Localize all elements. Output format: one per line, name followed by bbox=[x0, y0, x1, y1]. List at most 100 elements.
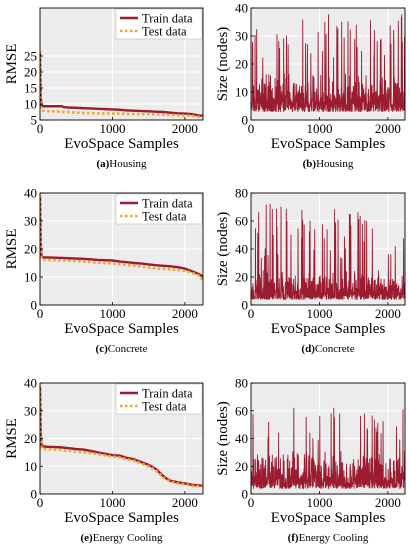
panel-caption: (d)Concrete bbox=[301, 343, 354, 355]
x-tick-label: 2000 bbox=[375, 306, 401, 321]
y-tick-label: 20 bbox=[24, 431, 37, 446]
panel-caption-text: Housing bbox=[109, 158, 147, 170]
x-tick-label: 2000 bbox=[172, 306, 198, 321]
series-line-test-data bbox=[40, 385, 203, 488]
panel-label: (e) bbox=[81, 532, 94, 544]
panel-label: (d) bbox=[301, 343, 315, 355]
y-tick-label: 10 bbox=[235, 85, 248, 100]
panel-caption: (c)Concrete bbox=[96, 343, 148, 355]
panel-label: (c) bbox=[96, 343, 109, 355]
legend-entry: Train data bbox=[142, 197, 193, 211]
x-tick-label: 1000 bbox=[99, 121, 125, 136]
y-tick-label: 0 bbox=[242, 487, 249, 502]
y-axis-label: Size (nodes) bbox=[215, 212, 231, 287]
plot-frame bbox=[39, 7, 204, 121]
panel-label: (a) bbox=[96, 158, 109, 170]
y-tick-label: 20 bbox=[235, 270, 248, 285]
x-axis-label: EvoSpace Samples bbox=[271, 136, 386, 152]
series-line-train-data bbox=[40, 197, 203, 278]
series-line-size bbox=[251, 14, 405, 113]
x-tick-label: 2000 bbox=[375, 495, 401, 510]
y-tick-label: 20 bbox=[235, 57, 248, 72]
y-tick-label: 10 bbox=[24, 459, 37, 474]
x-tick-label: 1000 bbox=[306, 121, 332, 136]
panel-label: (f) bbox=[288, 532, 299, 544]
y-tick-label: 0 bbox=[31, 487, 38, 502]
y-tick-label: 15 bbox=[24, 81, 37, 96]
series-line-test-data bbox=[40, 195, 203, 282]
y-axis-label: Size (nodes) bbox=[215, 401, 231, 476]
y-tick-label: 40 bbox=[24, 376, 37, 391]
x-tick-label: 0 bbox=[37, 495, 44, 510]
y-tick-label: 5 bbox=[31, 113, 38, 128]
x-axis-label: EvoSpace Samples bbox=[271, 510, 386, 526]
panel-label: (b) bbox=[303, 158, 317, 170]
x-axis-label: EvoSpace Samples bbox=[64, 321, 179, 337]
x-tick-label: 0 bbox=[37, 306, 44, 321]
legend-box bbox=[115, 383, 203, 415]
y-tick-label: 30 bbox=[24, 214, 37, 229]
y-tick-label: 30 bbox=[24, 403, 37, 418]
panel-caption: (b)Housing bbox=[303, 158, 354, 170]
x-axis-label: EvoSpace Samples bbox=[64, 510, 179, 526]
x-tick-label: 0 bbox=[248, 121, 255, 136]
x-tick-label: 2000 bbox=[172, 121, 198, 136]
x-tick-label: 2000 bbox=[375, 121, 401, 136]
x-tick-label: 1000 bbox=[99, 306, 125, 321]
legend-entry: Test data bbox=[142, 25, 187, 39]
series-line-size bbox=[251, 203, 405, 300]
panel-caption-text: Energy Cooling bbox=[299, 532, 369, 544]
y-tick-label: 60 bbox=[235, 403, 248, 418]
panel-caption: (e)Energy Cooling bbox=[81, 532, 163, 544]
y-tick-label: 20 bbox=[24, 65, 37, 80]
y-tick-label: 0 bbox=[242, 298, 249, 313]
series-line-train-data bbox=[40, 52, 203, 118]
legend-entry: Test data bbox=[142, 400, 187, 414]
y-tick-label: 40 bbox=[235, 431, 248, 446]
x-axis-label: EvoSpace Samples bbox=[271, 321, 386, 337]
x-tick-label: 0 bbox=[248, 495, 255, 510]
panel-caption: (f)Energy Cooling bbox=[288, 532, 369, 544]
legend-box bbox=[115, 193, 203, 225]
y-tick-label: 10 bbox=[24, 97, 37, 112]
x-tick-label: 1000 bbox=[306, 306, 332, 321]
y-tick-label: 20 bbox=[24, 242, 37, 257]
y-tick-label: 0 bbox=[31, 298, 38, 313]
y-axis-label: RMSE bbox=[4, 44, 20, 85]
legend-box bbox=[115, 8, 203, 40]
legend-entry: Test data bbox=[142, 210, 187, 224]
y-axis-label: RMSE bbox=[4, 418, 20, 459]
y-tick-label: 80 bbox=[235, 186, 248, 201]
panel-caption: (a)Housing bbox=[96, 158, 147, 170]
y-tick-label: 0 bbox=[242, 113, 249, 128]
x-tick-label: 0 bbox=[37, 121, 44, 136]
y-axis-label: RMSE bbox=[4, 229, 20, 270]
y-tick-label: 40 bbox=[235, 242, 248, 257]
panel-caption-text: Concrete bbox=[108, 343, 148, 355]
y-tick-label: 60 bbox=[235, 214, 248, 229]
panel-caption-text: Energy Cooling bbox=[93, 532, 163, 544]
legend-entry: Train data bbox=[142, 387, 193, 401]
x-tick-label: 0 bbox=[248, 306, 255, 321]
y-tick-label: 40 bbox=[235, 1, 248, 16]
x-tick-label: 2000 bbox=[172, 495, 198, 510]
y-tick-label: 10 bbox=[24, 270, 37, 285]
x-tick-label: 1000 bbox=[306, 495, 332, 510]
y-tick-label: 40 bbox=[24, 186, 37, 201]
series-line-test-data bbox=[40, 51, 203, 119]
x-axis-label: EvoSpace Samples bbox=[64, 136, 179, 152]
x-tick-label: 1000 bbox=[99, 495, 125, 510]
y-axis-label: Size (nodes) bbox=[215, 27, 231, 102]
legend-entry: Train data bbox=[142, 12, 193, 26]
y-tick-label: 30 bbox=[235, 29, 248, 44]
